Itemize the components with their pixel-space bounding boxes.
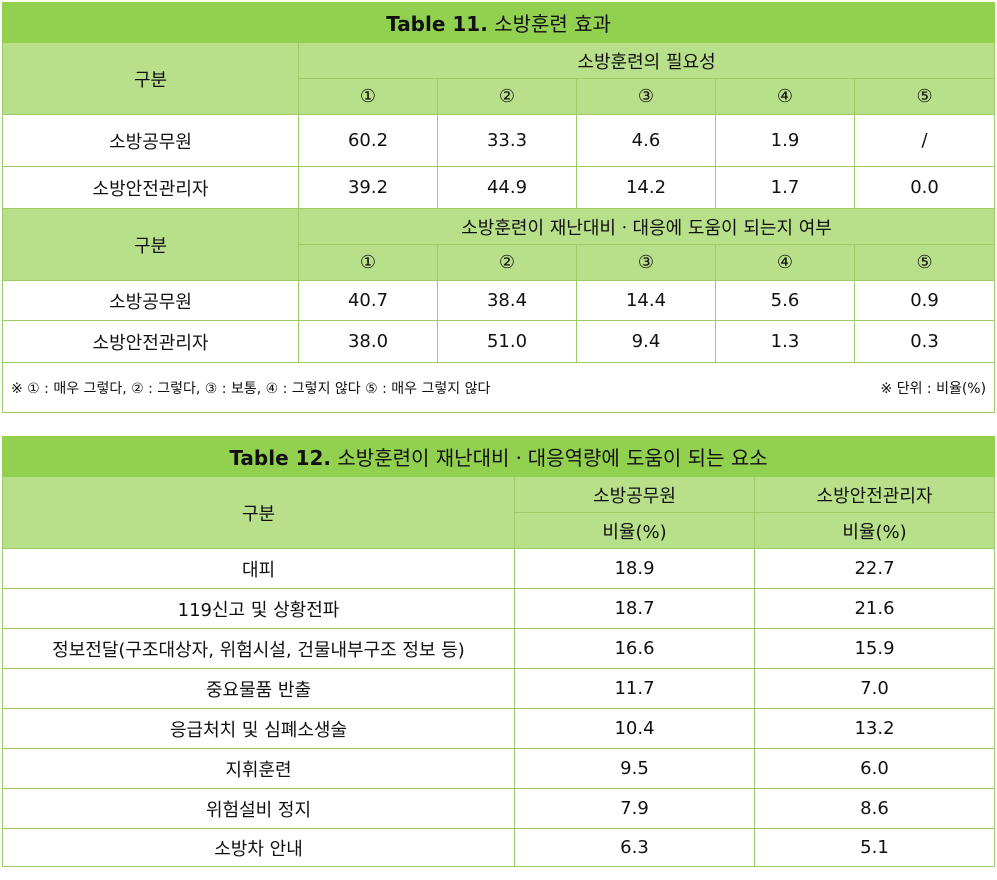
table-12-caption-prefix: Table 12. (229, 446, 332, 470)
cell: 14.4 (576, 280, 716, 321)
table-11-caption: Table 11. 소방훈련 효과 (1, 2, 996, 43)
cell: 6.3 (514, 828, 755, 867)
cell: 0.9 (853, 280, 996, 321)
cell: 15.9 (754, 628, 995, 669)
table-row: 중요물품 반출 11.7 7.0 (2, 668, 995, 709)
cell: 0.3 (853, 320, 996, 363)
table-11-note: ※ ① : 매우 그렇다, ② : 그렇다, ③ : 보통, ④ : 그렇지 않… (1, 362, 996, 413)
note-unit: ※ 단위 : 비율(%) (880, 380, 987, 397)
table-row: 소방공무원 60.2 33.3 4.6 1.9 / (2, 114, 996, 167)
cell: 13.2 (754, 708, 995, 749)
table-row: 소방공무원 40.7 38.4 14.4 5.6 0.9 (2, 280, 996, 321)
group-label: 구분 (2, 42, 299, 115)
cell: 8.6 (754, 788, 995, 829)
col-firefighters: 소방공무원 (514, 476, 755, 513)
row-label: 중요물품 반출 (2, 668, 515, 709)
table-12: Table 12. 소방훈련이 재난대비ㆍ대응역량에 도움이 되는 요소 구분 … (2, 436, 995, 867)
scale-1: ① (298, 78, 438, 115)
scale-4: ④ (715, 78, 855, 115)
table-row: 지휘훈련 9.5 6.0 (2, 748, 995, 789)
cell: 1.3 (715, 320, 855, 363)
table-row: 정보전달(구조대상자, 위험시설, 건물내부구조 정보 등) 16.6 15.9 (2, 628, 995, 669)
cell: 18.7 (514, 588, 755, 629)
col-unit: 비율(%) (754, 512, 995, 549)
cell: 4.6 (576, 114, 716, 167)
cell: 38.0 (298, 320, 438, 363)
cell: 38.4 (437, 280, 577, 321)
col-safety-managers: 소방안전관리자 (754, 476, 995, 513)
note-legend: ※ ① : 매우 그렇다, ② : 그렇다, ③ : 보통, ④ : 그렇지 않… (11, 380, 491, 397)
cell: 11.7 (514, 668, 755, 709)
cell: 16.6 (514, 628, 755, 669)
cell: 18.9 (514, 548, 755, 589)
table-11-caption-prefix: Table 11. (386, 12, 488, 36)
cell: 51.0 (437, 320, 577, 363)
table-11: Table 11. 소방훈련 효과 구분 소방훈련의 필요성 ① ② ③ ④ ⑤… (1, 2, 996, 413)
cell: 60.2 (298, 114, 438, 167)
col-unit: 비율(%) (514, 512, 755, 549)
scale-2: ② (437, 244, 577, 281)
row-label: 지휘훈련 (2, 748, 515, 789)
cell: 0.0 (853, 166, 996, 209)
cell: 7.0 (754, 668, 995, 709)
cell: 1.9 (715, 114, 855, 167)
cell: 33.3 (437, 114, 577, 167)
scale-3: ③ (576, 78, 716, 115)
cell: 7.9 (514, 788, 755, 829)
scale-3: ③ (576, 244, 716, 281)
scale-2: ② (437, 78, 577, 115)
row-label: 대피 (2, 548, 515, 589)
table-row: 소방안전관리자 38.0 51.0 9.4 1.3 0.3 (2, 320, 996, 363)
cell: 1.7 (715, 166, 855, 209)
row-label: 위험설비 정지 (2, 788, 515, 829)
scale-4: ④ (715, 244, 855, 281)
cell: 6.0 (754, 748, 995, 789)
row-label: 응급처치 및 심폐소생술 (2, 708, 515, 749)
table-row: 응급처치 및 심폐소생술 10.4 13.2 (2, 708, 995, 749)
row-label: 119신고 및 상황전파 (2, 588, 515, 629)
row-label: 소방공무원 (2, 114, 299, 167)
section-2-title: 소방훈련이 재난대비ㆍ대응에 도움이 되는지 여부 (297, 208, 996, 245)
table-row: 119신고 및 상황전파 18.7 21.6 (2, 588, 995, 629)
scale-5: ⑤ (853, 244, 996, 281)
group-label: 구분 (2, 208, 299, 281)
scale-1: ① (298, 244, 438, 281)
cell: / (853, 114, 996, 167)
cell: 44.9 (437, 166, 577, 209)
row-label: 소방안전관리자 (2, 320, 299, 363)
table-12-caption-title: 소방훈련이 재난대비ㆍ대응역량에 도움이 되는 요소 (337, 446, 768, 470)
table-row: 소방안전관리자 39.2 44.9 14.2 1.7 0.0 (2, 166, 996, 209)
cell: 14.2 (576, 166, 716, 209)
table-12-caption: Table 12. 소방훈련이 재난대비ㆍ대응역량에 도움이 되는 요소 (2, 436, 995, 477)
scale-5: ⑤ (853, 78, 996, 115)
cell: 9.5 (514, 748, 755, 789)
row-label: 소방안전관리자 (2, 166, 299, 209)
cell: 10.4 (514, 708, 755, 749)
table-row: 대피 18.9 22.7 (2, 548, 995, 589)
cell: 22.7 (754, 548, 995, 589)
cell: 5.6 (715, 280, 855, 321)
row-label: 소방차 안내 (2, 828, 515, 867)
row-label: 정보전달(구조대상자, 위험시설, 건물내부구조 정보 등) (2, 628, 515, 669)
row-label: 소방공무원 (2, 280, 299, 321)
cell: 21.6 (754, 588, 995, 629)
group-label: 구분 (2, 476, 515, 549)
cell: 40.7 (298, 280, 438, 321)
cell: 39.2 (298, 166, 438, 209)
table-row: 위험설비 정지 7.9 8.6 (2, 788, 995, 829)
cell: 5.1 (754, 828, 995, 867)
cell: 9.4 (576, 320, 716, 363)
table-11-caption-title: 소방훈련 효과 (494, 12, 611, 36)
table-row: 소방차 안내 6.3 5.1 (2, 828, 995, 867)
section-1-title: 소방훈련의 필요성 (297, 42, 996, 79)
